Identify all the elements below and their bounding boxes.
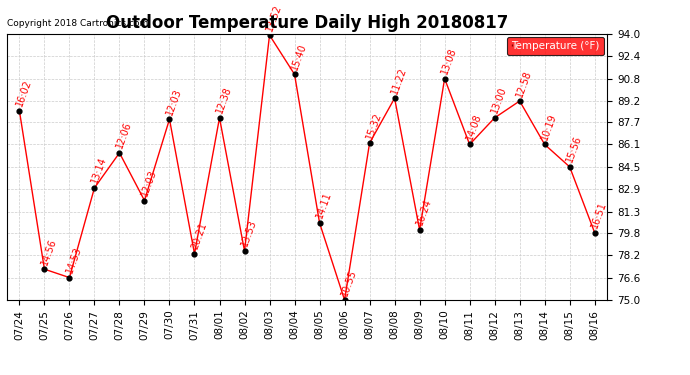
Point [189,251,200,257]
Legend: Temperature (°F): Temperature (°F) [507,37,604,55]
Text: Copyright 2018 Cartronics.com: Copyright 2018 Cartronics.com [7,20,148,28]
Point [539,141,550,147]
Text: 20:21: 20:21 [189,221,208,251]
Point [164,116,175,122]
Text: 10:19: 10:19 [540,112,558,142]
Text: 15:32: 15:32 [364,111,384,140]
Point [339,297,350,303]
Point [39,266,50,272]
Text: 12:38: 12:38 [215,86,233,115]
Text: 15:40: 15:40 [289,42,308,72]
Text: 16:24: 16:24 [415,198,433,227]
Text: 13:14: 13:14 [89,156,108,185]
Text: 10:55: 10:55 [339,267,358,297]
Point [239,248,250,254]
Text: 12:03: 12:03 [139,168,158,198]
Text: 14:53: 14:53 [64,245,83,275]
Text: 13:08: 13:08 [440,46,458,76]
Text: 12:58: 12:58 [515,69,533,98]
Text: 14:56: 14:56 [39,237,58,266]
Text: 14:11: 14:11 [315,190,333,220]
Point [389,95,400,101]
Point [89,185,100,191]
Point [414,227,425,233]
Title: Outdoor Temperature Daily High 20180817: Outdoor Temperature Daily High 20180817 [106,14,509,32]
Text: 13:52: 13:52 [264,3,284,32]
Text: 14:08: 14:08 [464,112,483,142]
Point [489,115,500,121]
Point [514,98,525,104]
Text: 15:56: 15:56 [564,134,584,164]
Text: 16:02: 16:02 [14,78,33,108]
Point [289,71,300,77]
Point [214,115,225,121]
Text: 13:53: 13:53 [239,219,258,248]
Point [589,230,600,236]
Point [314,220,325,226]
Point [464,141,475,147]
Point [114,150,125,156]
Point [439,76,450,82]
Point [564,164,575,170]
Point [14,108,25,114]
Text: 12:06: 12:06 [115,120,133,150]
Text: 12:03: 12:03 [164,87,183,117]
Point [264,32,275,38]
Text: 16:51: 16:51 [589,200,609,230]
Point [364,140,375,146]
Point [64,274,75,280]
Text: 11:22: 11:22 [389,66,408,95]
Text: 13:00: 13:00 [489,86,509,115]
Point [139,198,150,204]
